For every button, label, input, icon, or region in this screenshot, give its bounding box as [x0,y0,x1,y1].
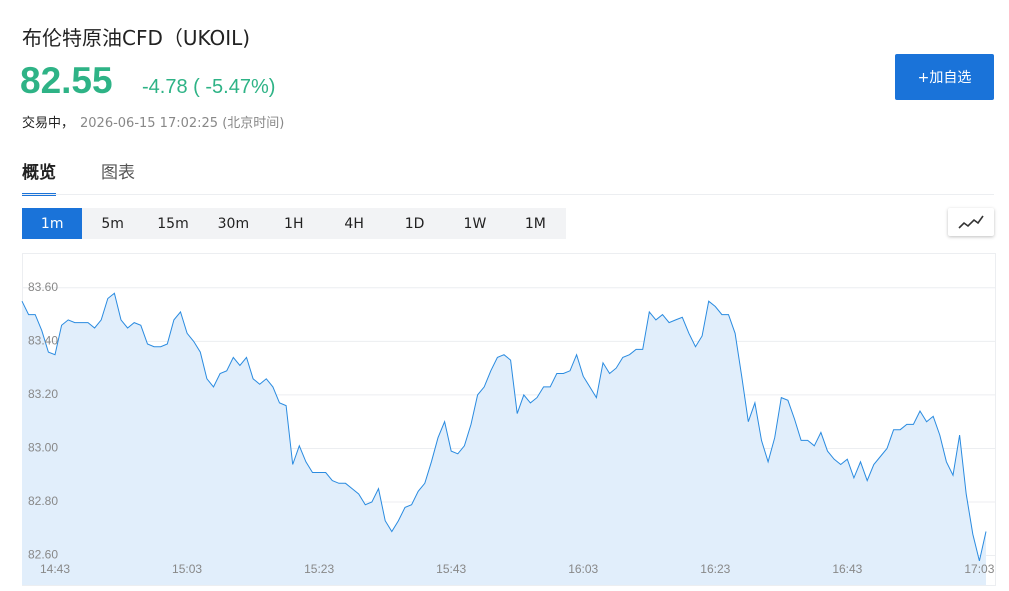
watchlist-button[interactable]: +加自选 [895,54,994,100]
interval-button[interactable]: 5m [101,215,124,232]
price-change: -4.78 ( -5.47%) [142,76,276,98]
x-tick-label: 15:43 [436,562,466,576]
interval-button[interactable]: 1H [284,215,304,232]
price: 82.55 [20,60,113,101]
divider [22,194,994,195]
interval-button[interactable]: 1D [404,215,425,232]
y-tick-label: 83.60 [28,280,58,294]
x-tick-label: 16:23 [700,562,730,576]
interval-button[interactable]: 1M [524,215,546,232]
y-tick-label: 83.20 [28,387,58,401]
x-tick-label: 15:03 [172,562,202,576]
instrument-title: 布伦特原油CFD（UKOIL) [22,26,251,50]
timezone: (北京时间) [222,116,285,131]
timestamp: 2026-06-15 17:02:25 (北京时间) [80,112,284,131]
trading-status: 交易中， [22,116,75,131]
chart-style-button[interactable] [948,208,994,236]
interval-button[interactable]: 1m [22,208,83,239]
x-tick-label: 16:03 [568,562,598,576]
interval-selector: 1m 5m 15m 30m 1H 4H 1D 1W 1M [22,208,566,239]
x-tick-label: 15:23 [304,562,334,576]
time: 2026-06-15 17:02:25 [80,116,219,131]
interval-button[interactable]: 1W [463,215,487,232]
x-tick-label: 16:43 [832,562,862,576]
y-tick-label: 83.00 [28,441,58,455]
interval-button[interactable]: 30m [217,215,250,232]
interval-button[interactable]: 4H [344,215,364,232]
area-fill [22,293,986,585]
interval-button[interactable]: 15m [157,215,189,232]
chart-style-icon [958,215,984,229]
x-tick-label: 17:03 [964,562,994,576]
y-tick-label: 82.60 [28,548,58,562]
y-tick-label: 83.40 [28,334,58,348]
y-tick-label: 82.80 [28,494,58,508]
x-tick-label: 14:43 [40,562,70,576]
tab[interactable]: 图表 [101,163,135,183]
price-line [21,292,987,562]
